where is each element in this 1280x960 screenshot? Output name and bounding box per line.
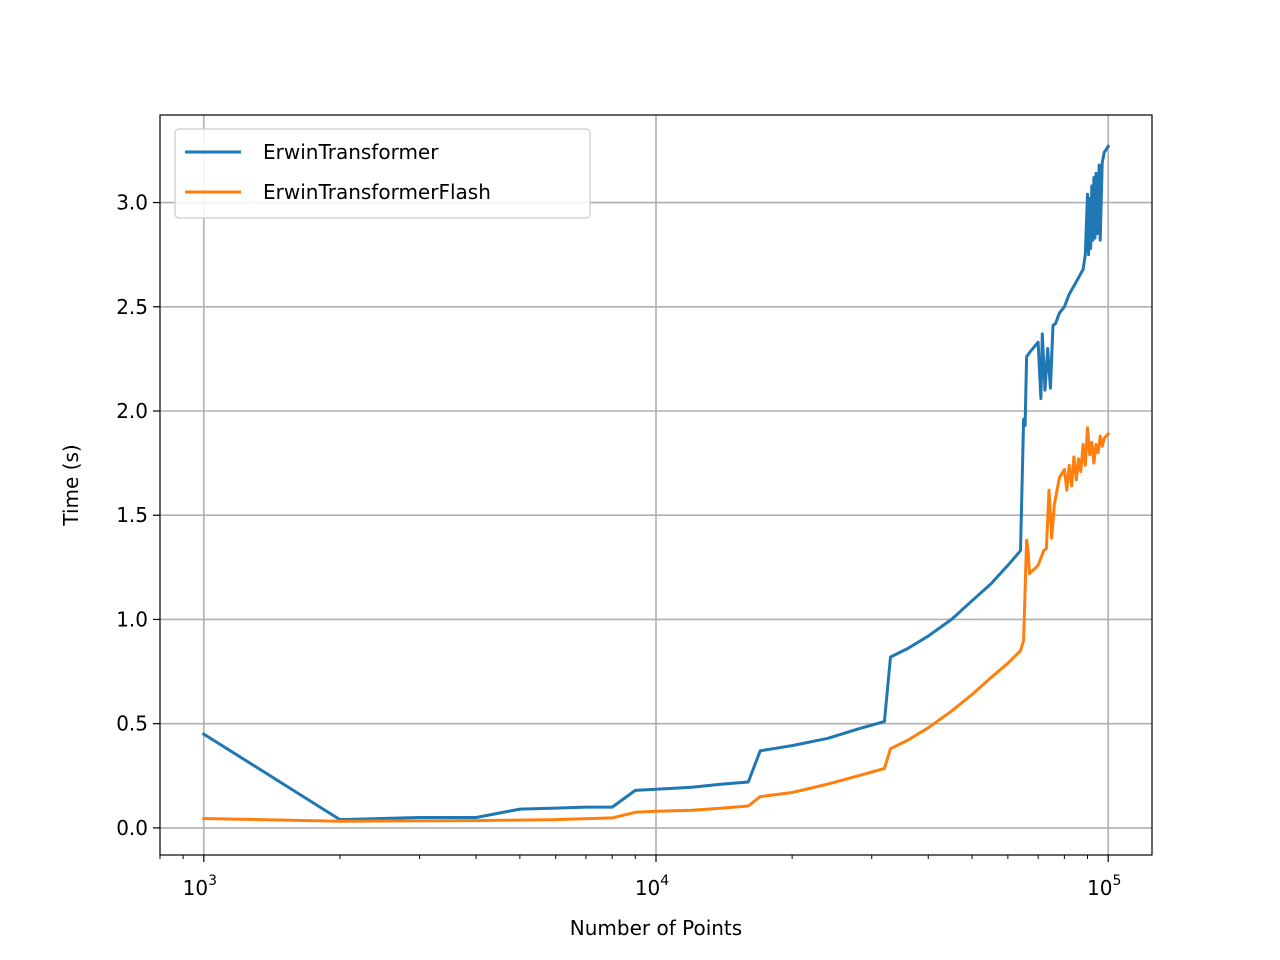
x-tick-label: 103 (183, 873, 217, 900)
legend: ErwinTransformer ErwinTransformerFlash (174, 128, 591, 219)
legend-entry-label: ErwinTransformerFlash (263, 180, 491, 204)
x-tick-label-exponent: 4 (660, 873, 669, 889)
series-line-ErwinTransformer (201, 144, 1111, 822)
series-line-ErwinTransformerFlash (202, 426, 1111, 823)
y-tick-label: 0.5 (116, 712, 148, 736)
y-tick-label: 0.0 (116, 816, 148, 840)
x-axis-label: Number of Points (570, 916, 742, 940)
legend-box (174, 128, 591, 219)
x-tick-label: 105 (1087, 873, 1121, 900)
y-tick-label: 2.0 (116, 399, 148, 423)
x-tick-label-base: 10 (1087, 876, 1112, 900)
y-tick-label: 1.0 (116, 607, 148, 631)
grid (160, 115, 1152, 855)
legend-entry-label: ErwinTransformer (263, 140, 439, 164)
x-tick-label-base: 10 (635, 876, 660, 900)
x-tick-label-exponent: 5 (1112, 873, 1121, 889)
series-lines (201, 144, 1111, 823)
y-tick-label: 3.0 (116, 191, 148, 215)
y-tick-label: 2.5 (116, 295, 148, 319)
y-tick-label: 1.5 (116, 503, 148, 527)
x-tick-label-exponent: 3 (208, 873, 217, 889)
y-axis-label: Time (s) (59, 444, 83, 526)
x-tick-label: 104 (635, 873, 669, 900)
x-tick-label-base: 10 (183, 876, 208, 900)
